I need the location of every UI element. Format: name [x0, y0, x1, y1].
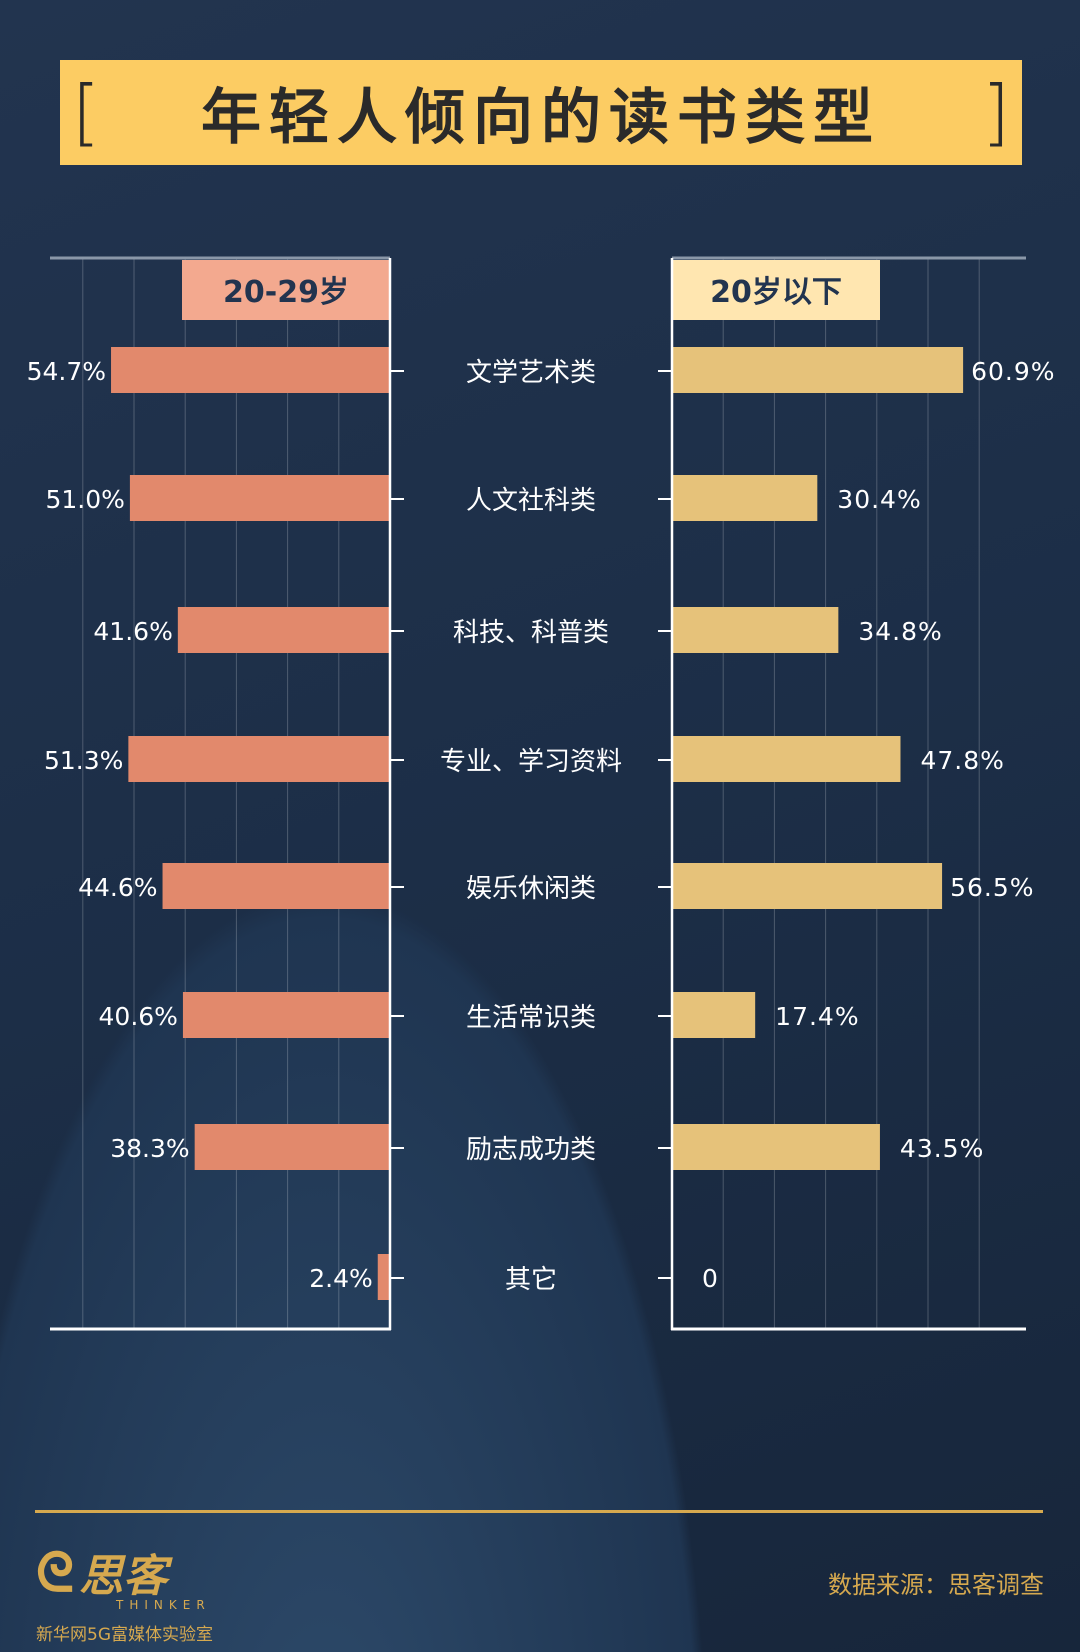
left-bracket: [ — [72, 70, 101, 154]
value-label-under-20: 17.4% — [775, 1002, 859, 1031]
bar-20-29 — [111, 347, 390, 393]
value-label-20-29: 44.6% — [78, 873, 157, 902]
category-label: 人文社科类 — [466, 486, 596, 516]
logo-swirl-icon: ᘓ — [36, 1541, 75, 1604]
value-label-under-20: 0 — [702, 1264, 719, 1293]
bar-under-20 — [672, 736, 901, 782]
category-label: 娱乐休闲类 — [466, 874, 596, 904]
right-bracket: ] — [981, 70, 1010, 154]
category-label: 文学艺术类 — [466, 358, 596, 388]
bar-20-29 — [128, 736, 390, 782]
data-source: 数据来源：思客调查 — [828, 1571, 1044, 1599]
title-banner: [ 年轻人倾向的读书类型 ] — [60, 60, 1022, 165]
chart-title: 年轻人倾向的读书类型 — [201, 83, 881, 153]
butterfly-bar-chart: 20-29岁 20岁以下 54.7% 60.9% 文学艺术类 51.0% 30.4% 人文社科… — [27, 256, 1055, 1300]
legend-under-20 — [672, 260, 880, 320]
bar-under-20 — [672, 863, 943, 909]
legend-label-under-20: 20岁以下 — [710, 275, 842, 310]
value-label-under-20: 56.5% — [950, 873, 1034, 902]
value-label-under-20: 30.4% — [837, 485, 921, 514]
bar-20-29 — [182, 992, 390, 1038]
thinker-logo: ᘓ 思客 THINKER 新华网5G富媒体实验室 — [36, 1540, 213, 1645]
bar-under-20 — [672, 475, 818, 521]
category-label: 励志成功类 — [466, 1135, 596, 1165]
value-label-under-20: 47.8% — [920, 746, 1004, 775]
value-label-under-20: 43.5% — [900, 1134, 984, 1163]
logo-subtitle: 新华网5G富媒体实验室 — [36, 1625, 213, 1645]
bar-20-29 — [177, 607, 390, 653]
bar-20-29 — [162, 863, 390, 909]
bar-20-29 — [194, 1124, 390, 1170]
category-label: 专业、学习资料 — [440, 747, 622, 777]
bar-20-29 — [129, 475, 390, 521]
category-label: 其它 — [505, 1265, 557, 1295]
bar-20-29 — [377, 1254, 390, 1300]
bar-under-20 — [672, 1124, 880, 1170]
value-label-20-29: 51.3% — [44, 746, 123, 775]
value-label-20-29: 38.3% — [110, 1134, 189, 1163]
bar-under-20 — [672, 347, 964, 393]
legend-label-20-29: 20-29岁 — [223, 275, 349, 310]
logo-name: 思客 — [79, 1551, 168, 1602]
logo-english: THINKER — [116, 1598, 211, 1612]
category-label: 生活常识类 — [466, 1003, 596, 1033]
value-label-under-20: 34.8% — [858, 617, 942, 646]
value-label-20-29: 54.7% — [27, 357, 106, 386]
value-label-20-29: 51.0% — [45, 485, 124, 514]
value-label-20-29: 2.4% — [309, 1264, 373, 1293]
value-label-20-29: 41.6% — [93, 617, 172, 646]
value-label-under-20: 60.9% — [971, 357, 1055, 386]
bar-under-20 — [672, 992, 756, 1038]
legend-20-29 — [182, 260, 390, 320]
footer-divider — [35, 1510, 1043, 1513]
value-label-20-29: 40.6% — [99, 1002, 178, 1031]
category-label: 科技、科普类 — [453, 618, 609, 648]
bar-under-20 — [672, 607, 839, 653]
